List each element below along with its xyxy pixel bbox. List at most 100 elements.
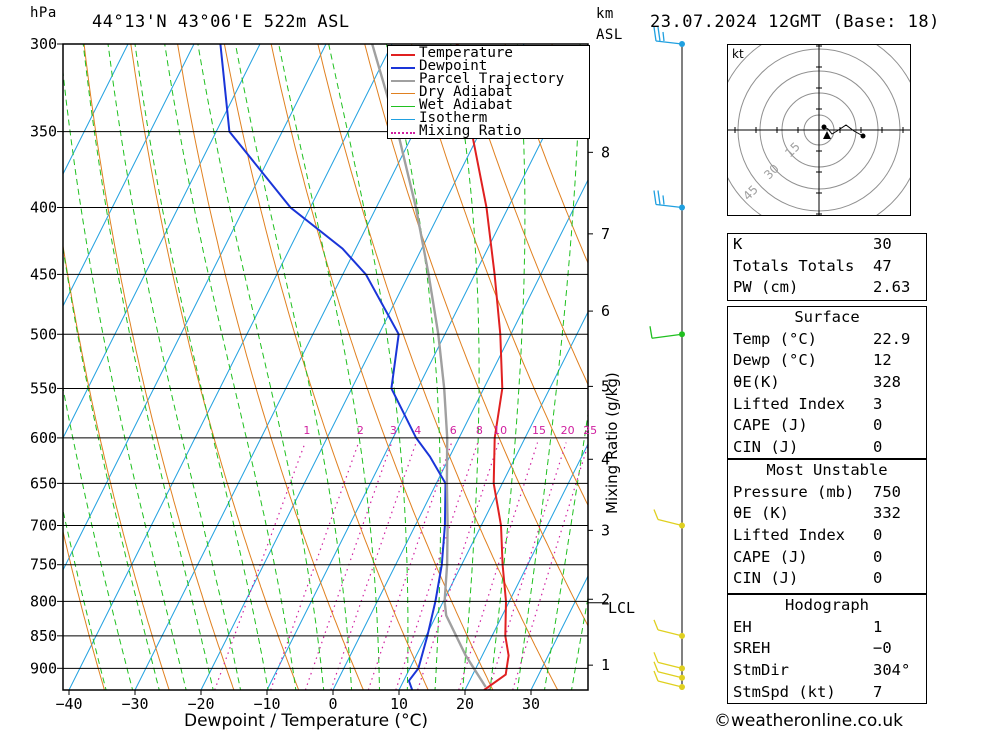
mixing-ratio-line — [304, 442, 393, 690]
mixing-ratio-label: 10 — [493, 424, 507, 437]
wet-adiabat-line — [235, 44, 353, 690]
surface-row: CIN (J) 0 — [733, 438, 883, 457]
pressure-tick-label: 700 — [30, 517, 57, 535]
surface-row: Temp (°C) 22.9 — [733, 329, 911, 348]
isotherm-line — [68, 44, 393, 690]
mixing-ratio-label: 15 — [532, 424, 546, 437]
km-tick-label: 4 — [601, 450, 610, 468]
wind-barb — [653, 190, 683, 209]
copyright-link[interactable]: ©weatheronline.co.uk — [714, 711, 904, 731]
km-tick-label: 5 — [601, 377, 610, 395]
dry-adiabat-line — [177, 44, 364, 690]
indices-table: K 30 Totals Totals 47 PW (cm) 2.63 — [727, 233, 927, 301]
surface-row: Dewp (°C) 12 — [733, 351, 892, 370]
isotherm-line — [332, 178, 588, 690]
surface-title: Surface — [794, 308, 860, 326]
legend-item-dewpoint: Dewpoint — [388, 58, 589, 74]
dry-adiabat-line — [130, 44, 300, 690]
legend-item-mixing-ratio: Mixing Ratio — [388, 123, 589, 139]
x-tick-label: −30 — [121, 695, 148, 713]
datetime-title: 23.07.2024 12GMT (Base: 18) — [650, 12, 940, 32]
mixing-ratio-label: 1 — [303, 424, 310, 437]
wind-barb — [653, 619, 683, 637]
wet-adiabat-line — [63, 244, 160, 690]
legend-item-parcel: Parcel Trajectory — [388, 71, 589, 87]
pressure-tick-label: 300 — [30, 35, 57, 53]
mixing-ratio-line — [270, 442, 360, 690]
unstable-row: CIN (J) 0 — [733, 569, 883, 588]
surface-row: θE(K) 328 — [733, 373, 901, 392]
pressure-tick-label: 900 — [30, 659, 57, 677]
storm-motion-marker — [823, 131, 831, 139]
pressure-tick-label: 550 — [30, 379, 57, 397]
index-row: Totals Totals 47 — [733, 256, 892, 275]
km-tick-label: 1 — [601, 656, 610, 674]
isotherm-line — [63, 44, 129, 176]
mixing-ratio-line — [417, 442, 500, 690]
isotherm-line — [200, 44, 525, 690]
unstable-row: Lifted Index 0 — [733, 526, 883, 545]
wet-adiabat-line — [63, 508, 107, 690]
km-tick-label: 2 — [601, 590, 610, 608]
wet-adiabat-line — [543, 411, 588, 690]
wet-adiabat-line — [107, 44, 242, 690]
mixing-ratio-line — [330, 442, 417, 690]
pressure-tick-label: 350 — [30, 123, 57, 141]
parcel-trajectory — [371, 44, 487, 688]
wet-adiabat-line — [82, 44, 214, 690]
km-tick-label: 6 — [601, 302, 610, 320]
legend-item-dry-adiabat: Dry Adiabat — [388, 84, 589, 100]
mixing-ratio-line — [488, 442, 567, 690]
hodo-row: StmDir 304° — [733, 661, 911, 680]
surface-row: CAPE (J) 0 — [733, 416, 883, 435]
isotherm-line — [63, 44, 327, 572]
wet-adiabat-line — [197, 44, 325, 690]
mixing-ratio-label: 6 — [450, 424, 457, 437]
index-row: PW (cm) 2.63 — [733, 278, 911, 297]
index-row: K 30 — [733, 235, 892, 253]
surface-table: Surface Temp (°C) 22.9 Dewp (°C) 12 θE(K) 3… — [727, 306, 927, 459]
legend-item-temperature: Temperature — [388, 45, 589, 61]
wind-barb — [653, 670, 683, 688]
dry-adiabat-line — [364, 44, 588, 627]
wind-barb — [653, 652, 683, 669]
legend-swatch — [391, 54, 415, 56]
pressure-tick-label: 800 — [30, 592, 57, 610]
wind-barb — [653, 26, 683, 45]
mixing-ratio-axis-title: Mixing Ratio (g/kg) — [603, 372, 621, 514]
dry-adiabat-line — [63, 243, 170, 690]
mixing-ratio-line — [458, 442, 539, 690]
hodograph-point — [860, 133, 866, 139]
legend-swatch — [391, 93, 415, 94]
pressure-tick-label: 650 — [30, 474, 57, 492]
unstable-row: CAPE (J) 0 — [733, 547, 883, 566]
isotherm-line — [530, 574, 588, 690]
mixing-ratio-label: 20 — [561, 424, 575, 437]
mixing-ratio-line — [367, 442, 453, 690]
x-tick-label: 0 — [328, 695, 337, 713]
wet-adiabat-line — [489, 44, 526, 690]
mixing-ratio-line — [395, 442, 479, 690]
wind-barb — [649, 326, 683, 339]
dry-adiabat-line — [63, 529, 105, 690]
mixing-ratio-label: 3 — [390, 424, 397, 437]
km-label: km — [596, 6, 614, 22]
legend-item-wet-adiabat: Wet Adiabat — [388, 97, 589, 113]
dry-adiabat-line — [926, 44, 1000, 690]
wind-barb — [653, 661, 683, 679]
isotherm-line — [464, 442, 588, 690]
wet-adiabat-line — [63, 68, 187, 690]
legend-swatch — [391, 106, 415, 107]
x-tick-label: 20 — [456, 695, 474, 713]
hodograph-svg: kt 15 30 45 — [715, 26, 923, 234]
hodograph-unit: kt — [732, 47, 744, 61]
pressure-tick-label: 850 — [30, 627, 57, 645]
km-tick-label: 3 — [601, 521, 610, 539]
hodograph-trace — [823, 124, 864, 137]
chart-legend: Temperature Dewpoint Parcel Trajectory D… — [387, 45, 590, 139]
x-tick-label: −10 — [253, 695, 280, 713]
hodograph-title: Hodograph — [785, 596, 869, 614]
pressure-tick-label: 400 — [30, 198, 57, 216]
isotherm-line — [398, 310, 588, 690]
